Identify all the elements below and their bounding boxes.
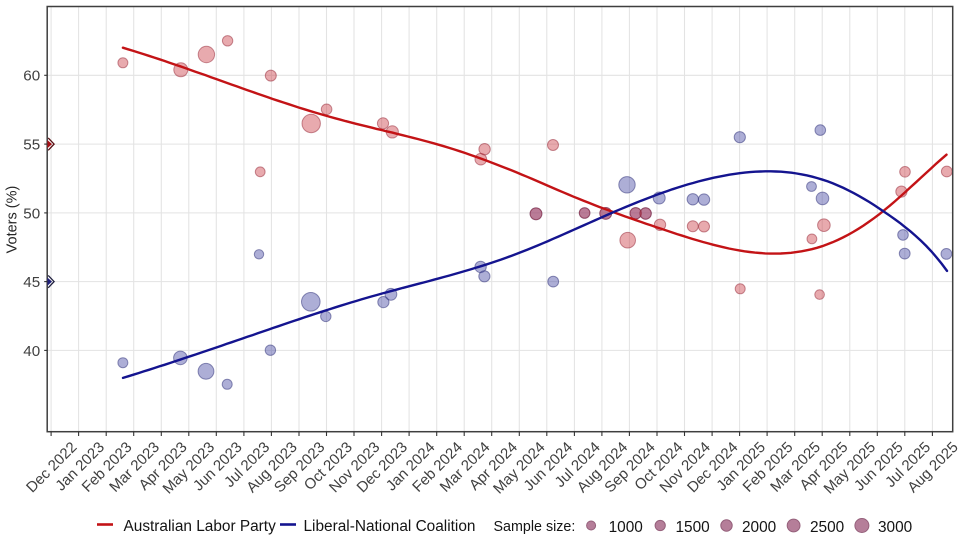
svg-text:Voters (%): Voters (%) bbox=[4, 186, 20, 254]
svg-text:50: 50 bbox=[23, 205, 40, 222]
svg-text:45: 45 bbox=[23, 274, 40, 291]
svg-text:1500: 1500 bbox=[676, 519, 710, 536]
svg-text:2500: 2500 bbox=[810, 519, 844, 536]
svg-text:Sample size:: Sample size: bbox=[494, 519, 576, 535]
svg-text:2000: 2000 bbox=[742, 519, 776, 536]
svg-text:Australian Labor Party: Australian Labor Party bbox=[124, 518, 277, 535]
svg-text:55: 55 bbox=[23, 137, 40, 154]
svg-text:3000: 3000 bbox=[878, 519, 912, 536]
svg-text:1000: 1000 bbox=[609, 519, 643, 536]
svg-text:40: 40 bbox=[23, 343, 40, 360]
svg-text:60: 60 bbox=[23, 68, 40, 85]
svg-text:Liberal-National Coalition: Liberal-National Coalition bbox=[304, 518, 476, 535]
